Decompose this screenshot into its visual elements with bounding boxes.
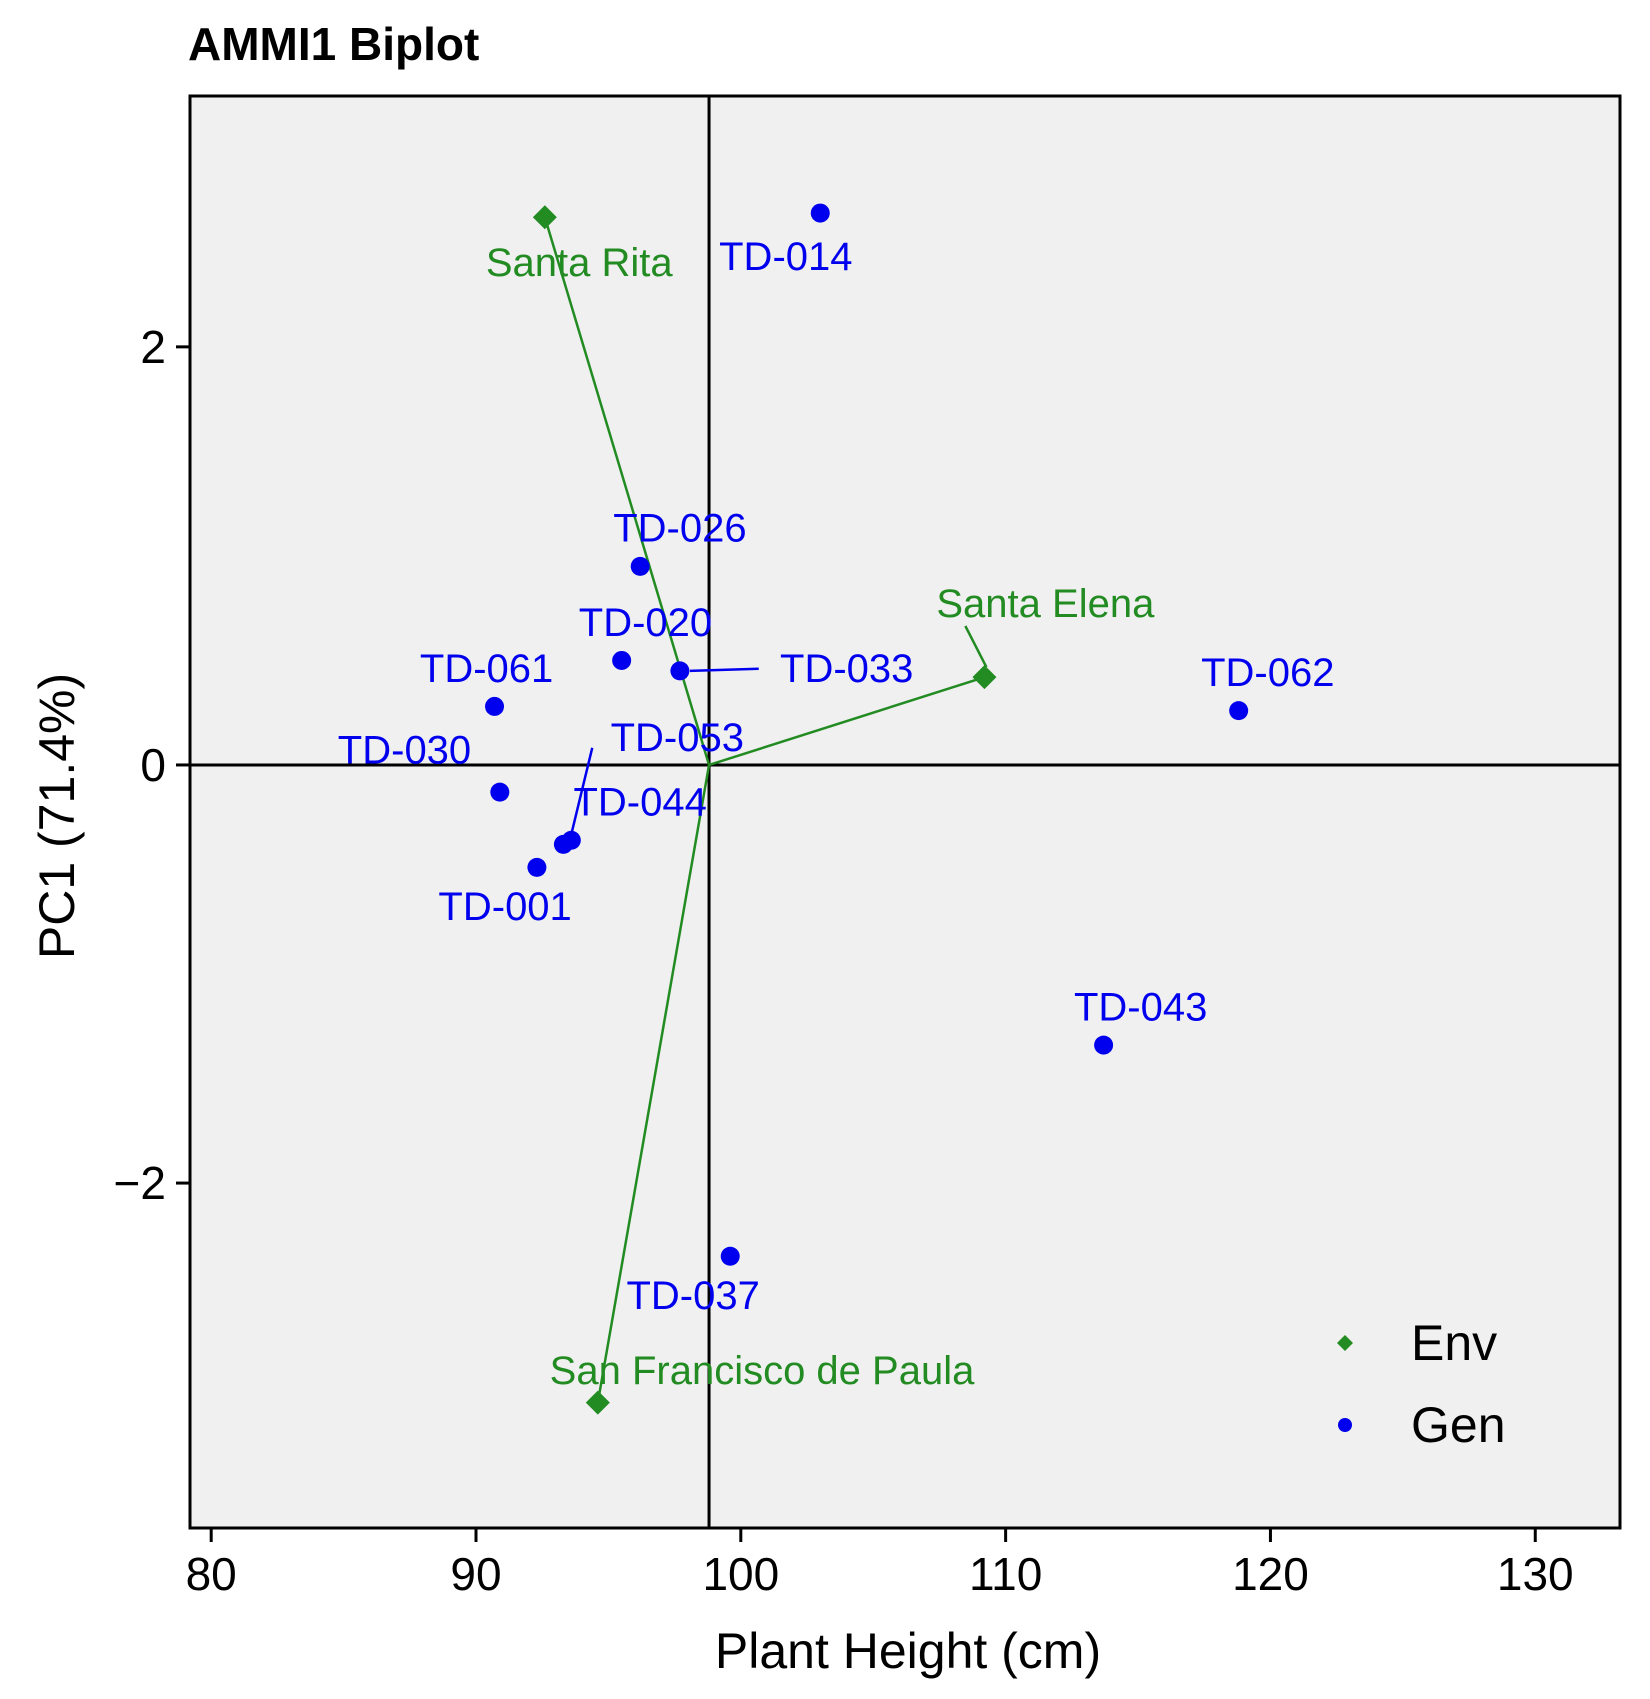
gen-point-td-014: [810, 203, 830, 223]
data-points: [485, 203, 1249, 1415]
point-label-td-044: TD-044: [573, 781, 706, 825]
x-tick-label-130: 130: [1497, 1548, 1574, 1600]
plot-panel: [188, 94, 1622, 1530]
gen-point-td-044: [553, 834, 573, 854]
y-tick-label-2: 2: [140, 321, 166, 373]
legend-marker-gen: [1338, 1418, 1352, 1432]
gen-point-td-033: [670, 661, 690, 681]
env-point-san-francisco-de-paula: [585, 1390, 610, 1415]
point-label-td-037: TD-037: [626, 1274, 759, 1318]
x-tick-label-80: 80: [186, 1548, 237, 1600]
point-label-td-043: TD-043: [1074, 985, 1207, 1029]
env-vector-santa-elena: [708, 675, 985, 767]
gen-point-td-062: [1229, 701, 1249, 721]
env-point-santa-elena: [972, 665, 997, 690]
point-label-td-061: TD-061: [420, 647, 553, 691]
legend-marker-env: [1337, 1335, 1353, 1351]
point-label-santa-elena: Santa Elena: [936, 582, 1155, 626]
x-axis: 80 90 100 110 120 130: [186, 1528, 1574, 1600]
point-label-td-033: TD-033: [780, 647, 913, 691]
y-tick-label-2: −2: [114, 1157, 166, 1209]
x-tick-label-100: 100: [702, 1548, 779, 1600]
y-axis-label: PC1 (71.4%): [29, 673, 85, 959]
point-label-td-053: TD-053: [611, 716, 744, 760]
env-point-santa-rita: [532, 205, 557, 230]
point-label-td-014: TD-014: [719, 235, 852, 279]
gen-point-td-001: [527, 857, 547, 877]
point-label-santa-rita: Santa Rita: [486, 241, 674, 285]
leader-line-td-033: [689, 667, 759, 673]
env-vector-san-francisco-de-paula: [596, 764, 711, 1403]
point-label-td-062: TD-062: [1201, 651, 1334, 695]
legend: Env Gen: [1337, 1315, 1506, 1453]
gen-point-td-061: [485, 696, 505, 716]
x-tick-label-110: 110: [969, 1548, 1042, 1600]
point-label-td-030: TD-030: [338, 728, 471, 772]
gen-point-td-020: [612, 650, 632, 670]
point-labels: Santa Rita Santa Elena San Francisco de Pa…: [338, 235, 1335, 1393]
point-label-td-026: TD-026: [613, 507, 746, 551]
x-tick-label-90: 90: [450, 1548, 501, 1600]
label-leader-lines: [570, 625, 988, 835]
point-label-san-francisco-de-paula: San Francisco de Paula: [550, 1349, 975, 1393]
x-axis-label: Plant Height (cm): [715, 1623, 1101, 1679]
legend-label-env: Env: [1411, 1315, 1497, 1371]
point-label-td-020: TD-020: [579, 601, 712, 645]
leader-line-td-053: [570, 747, 594, 835]
reference-lines: [190, 96, 1620, 1528]
gen-point-td-037: [720, 1246, 740, 1266]
chart-title: AMMI1 Biplot: [188, 18, 479, 70]
gen-point-td-043: [1094, 1035, 1114, 1055]
point-label-td-001: TD-001: [438, 885, 571, 929]
y-axis: −2 0 2: [114, 321, 190, 1209]
legend-label-gen: Gen: [1411, 1397, 1506, 1453]
leader-line-santa-elena: [964, 625, 988, 668]
gen-point-td-026: [630, 556, 650, 576]
y-tick-label-0: 0: [140, 739, 166, 791]
x-tick-label-120: 120: [1232, 1548, 1309, 1600]
gen-point-td-030: [490, 782, 510, 802]
